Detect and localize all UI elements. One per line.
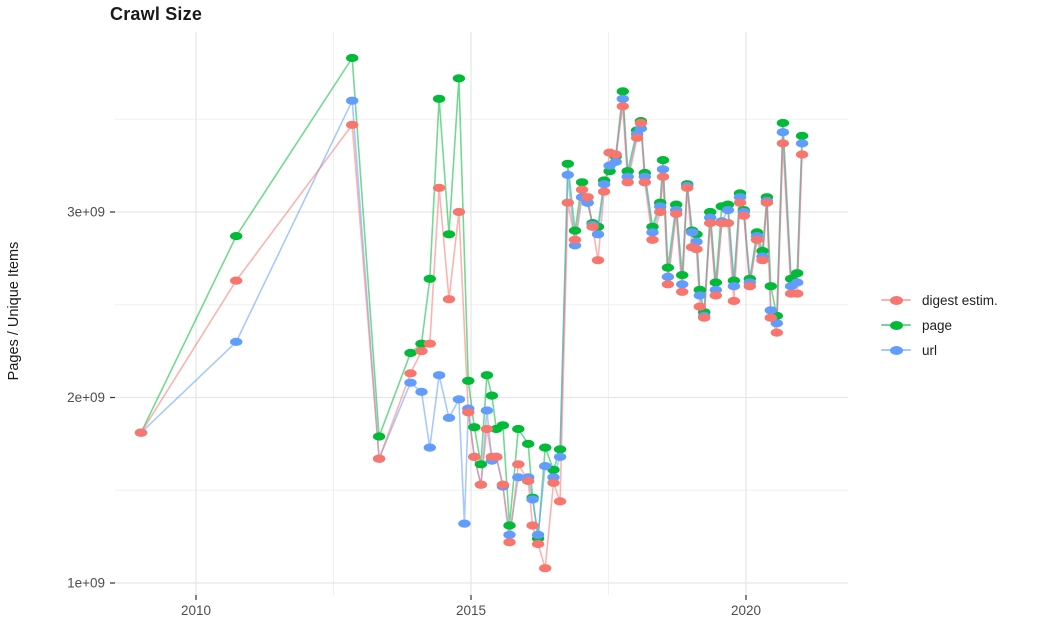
svg-text:1e+09: 1e+09 <box>67 576 105 591</box>
legend-label-digest: digest estim. <box>922 292 998 308</box>
y-axis-title: Pages / Unique Items <box>6 241 22 381</box>
legend-item-url: url <box>880 340 1055 360</box>
page-series-swatch-icon <box>880 315 912 335</box>
url-series-swatch-icon <box>880 340 912 360</box>
legend-item-digest: digest estim. <box>880 290 1055 310</box>
legend: digest estim. page url <box>880 290 1055 360</box>
svg-text:2015: 2015 <box>456 603 486 618</box>
legend-item-page: page <box>880 315 1055 335</box>
legend-label-url: url <box>922 342 938 358</box>
svg-text:2e+09: 2e+09 <box>67 390 105 405</box>
svg-text:3e+09: 3e+09 <box>67 205 105 220</box>
series-points-url <box>134 94 809 539</box>
series-points-digestestim <box>134 102 809 573</box>
digest-series-swatch-icon <box>880 290 912 310</box>
svg-text:2010: 2010 <box>181 603 211 618</box>
legend-label-page: page <box>922 317 953 333</box>
page-title: Crawl Size <box>110 4 203 24</box>
svg-text:2020: 2020 <box>731 603 761 618</box>
